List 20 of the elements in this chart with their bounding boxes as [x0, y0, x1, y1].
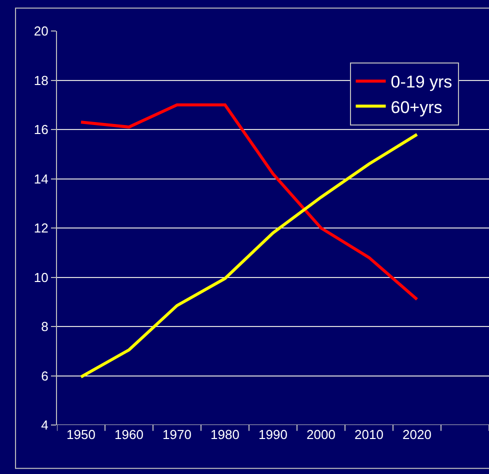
y-tick-label: 20	[34, 24, 48, 39]
x-tick-label: 2000	[306, 427, 336, 442]
legend-label: 60+yrs	[390, 98, 442, 117]
x-tick-label: 1970	[162, 427, 192, 442]
y-tick-label: 8	[41, 319, 48, 334]
y-tick-label: 4	[41, 418, 48, 433]
x-tick-label: 1980	[210, 427, 240, 442]
x-tick-label: 1960	[114, 427, 144, 442]
y-tick-label: 16	[34, 122, 48, 138]
y-tick-label: 6	[41, 368, 48, 384]
line-series	[80, 132, 418, 378]
legend-label: 0-19 yrs	[390, 72, 452, 92]
x-tick-label: 2020	[402, 427, 432, 442]
x-tick-label: 1990	[258, 427, 288, 442]
y-tick-label: 18	[34, 72, 48, 88]
x-tick-label: 1950	[66, 427, 96, 442]
y-tick-label: 10	[34, 270, 48, 285]
y-tick-label: 12	[34, 220, 48, 236]
y-tick-label: 14	[34, 171, 48, 186]
x-tick-label: 2010	[354, 427, 384, 442]
